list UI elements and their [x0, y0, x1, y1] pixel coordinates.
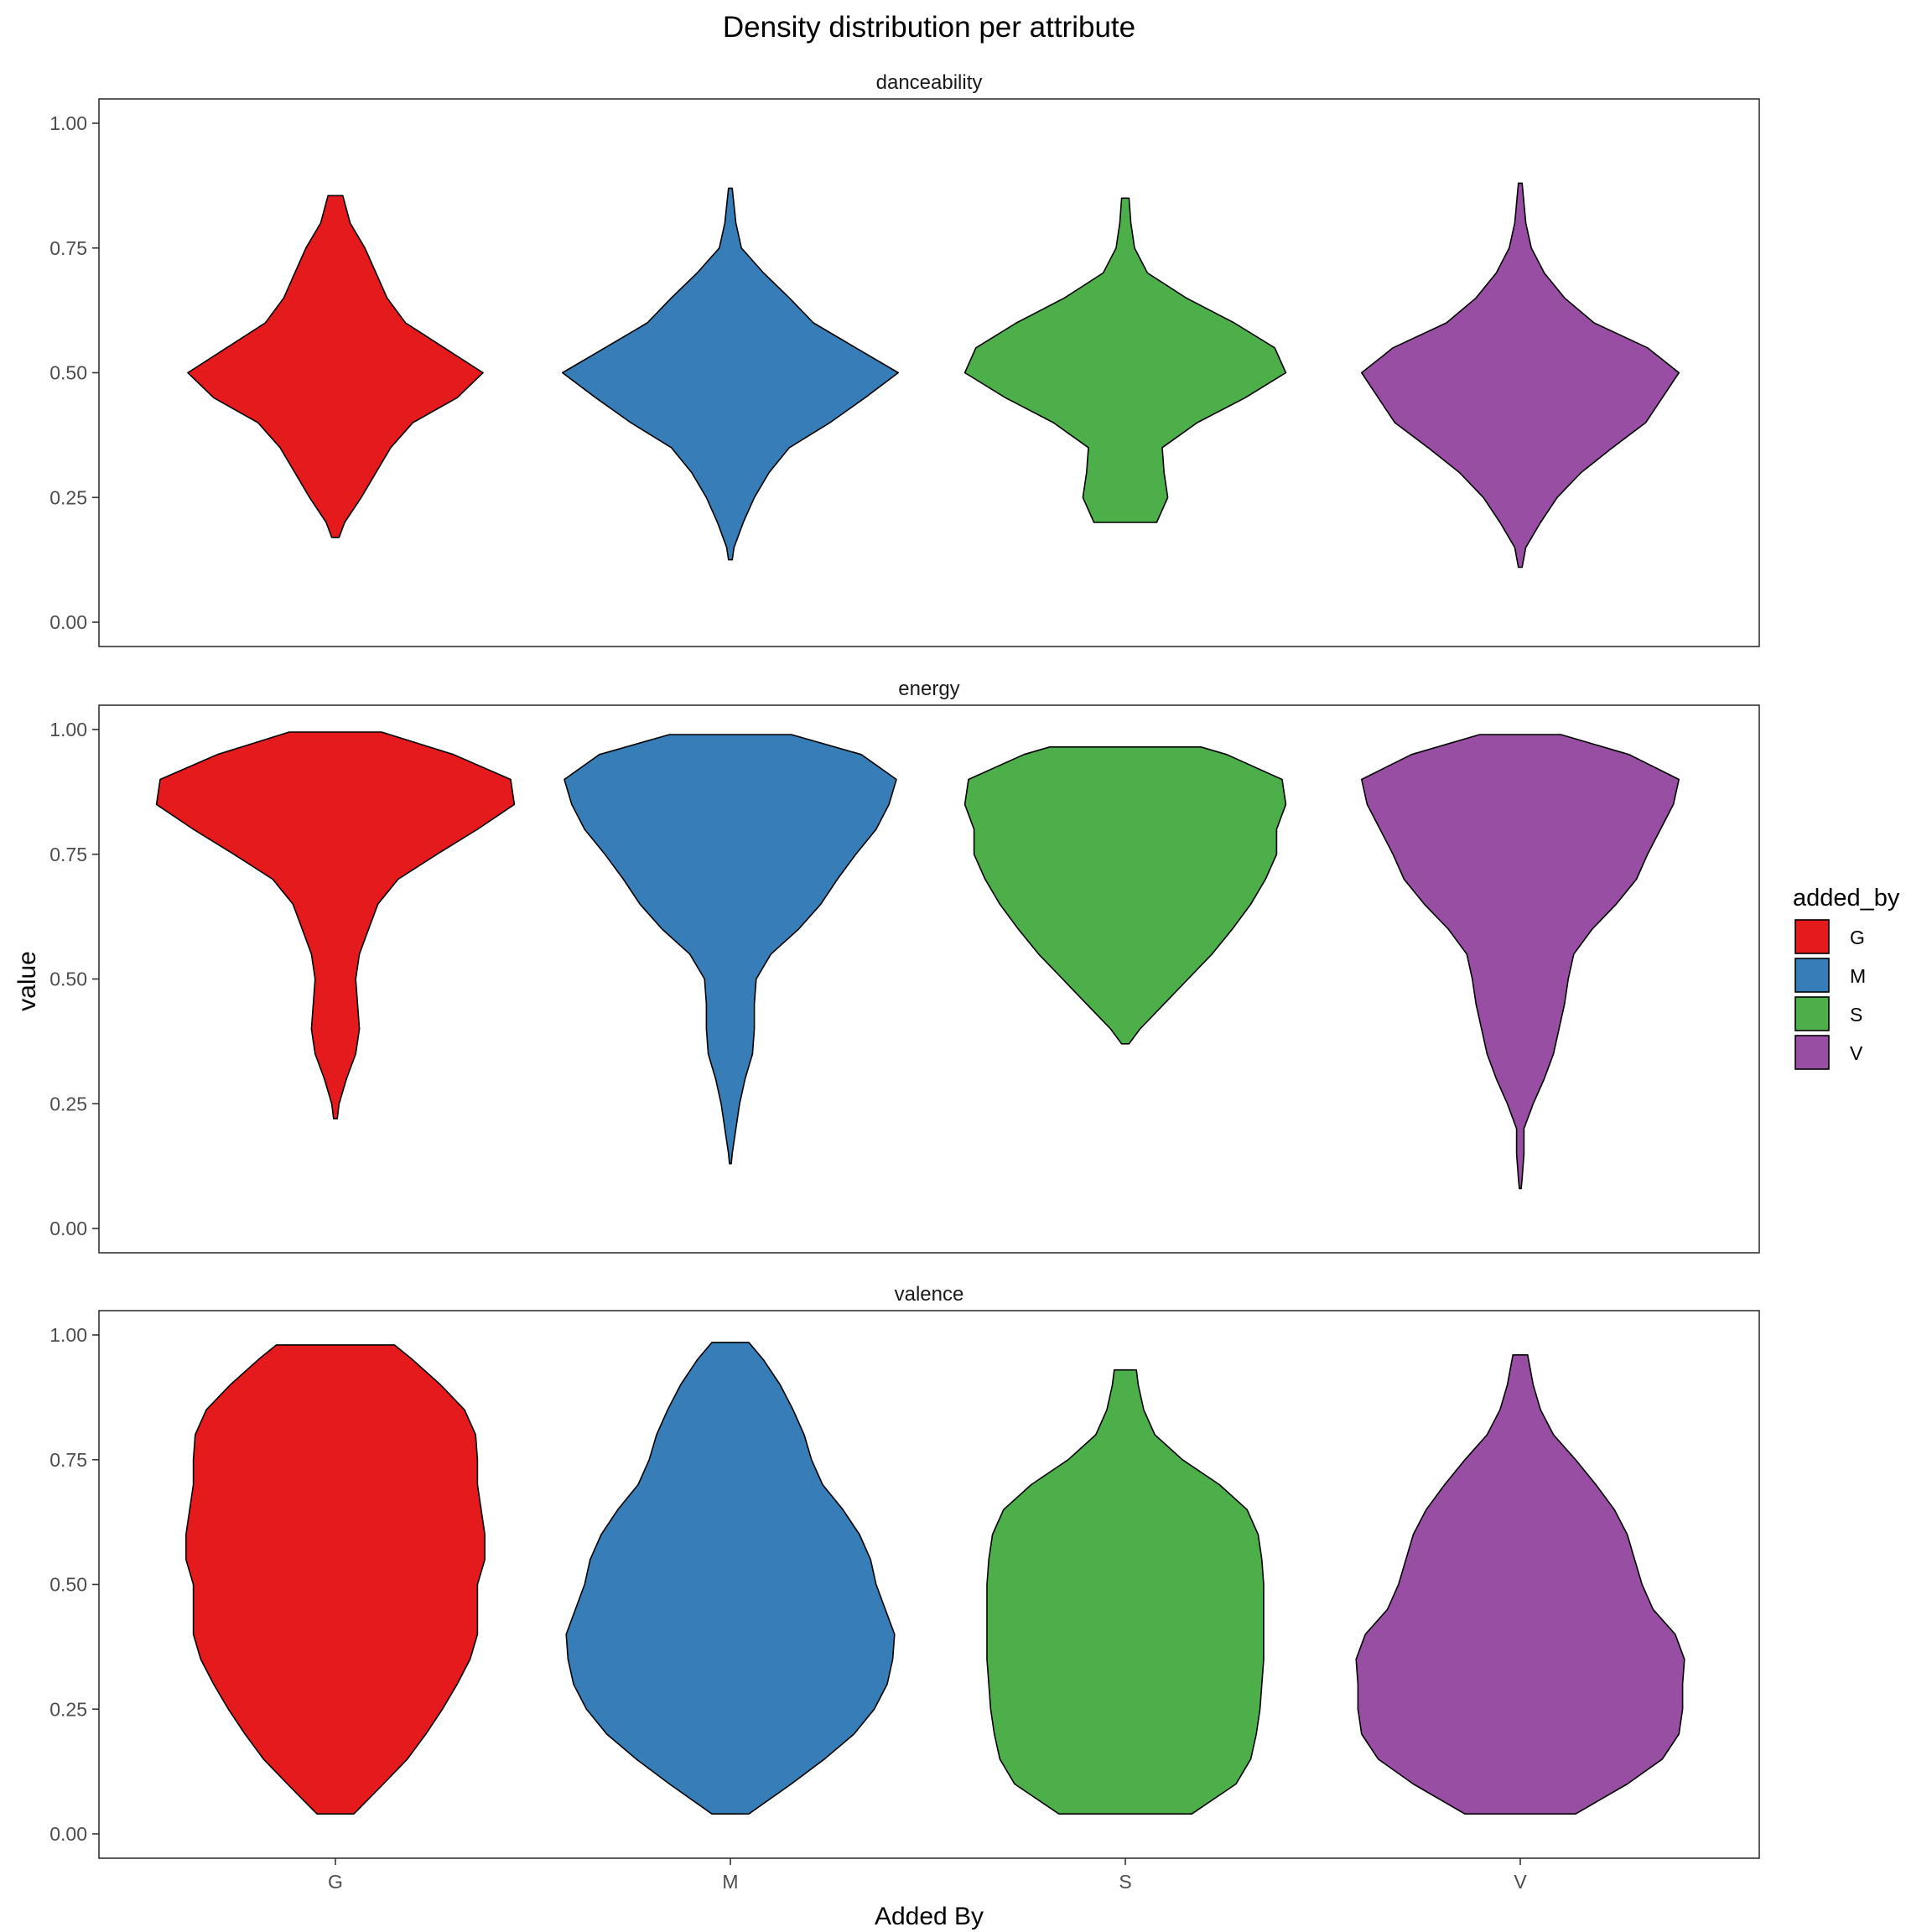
panel-energy: energy 0.00 0.25 0.50 0.75 1.00	[49, 678, 1760, 1254]
violin-S	[986, 1368, 1265, 1815]
legend-label-G: G	[1850, 927, 1865, 948]
panel-valence: valence 0.00 0.25 0.50 0.75 1.00	[49, 1283, 1760, 1859]
y-tick-label: 1.00	[49, 112, 87, 134]
legend-key-S	[1794, 996, 1830, 1031]
x-tick-label: S	[1119, 1871, 1131, 1893]
y-tick-label: 0.00	[49, 1218, 87, 1239]
y-tick-label: 0.00	[49, 611, 87, 633]
y-tick-label: 0.50	[49, 969, 87, 990]
violin-V	[1361, 734, 1680, 1190]
violin-G	[155, 731, 516, 1119]
y-tick-label: 0.00	[49, 1823, 87, 1845]
violin-M	[562, 187, 899, 561]
y-tick-label: 0.50	[49, 1574, 87, 1596]
violin-M	[565, 1342, 896, 1815]
violin-V	[1361, 182, 1680, 569]
violin-V	[1355, 1354, 1685, 1815]
x-tick-label: M	[722, 1871, 738, 1893]
facet-panels: danceability 0.00 0.25 0.50 0.75 1.00 energy 0.…	[49, 71, 1760, 1859]
x-tick-label: V	[1514, 1871, 1527, 1893]
panel-danceability: danceability 0.00 0.25 0.50 0.75 1.00	[49, 71, 1760, 647]
y-tick-label: 0.75	[49, 844, 87, 865]
panel-strip-label: danceability	[876, 71, 983, 94]
y-tick-label: 0.75	[49, 237, 87, 259]
violin-M	[564, 734, 897, 1165]
panel-strip-label: energy	[898, 678, 959, 700]
y-tick-label: 0.50	[49, 362, 87, 384]
legend-label-V: V	[1850, 1042, 1863, 1064]
legend-key-G	[1794, 919, 1830, 954]
y-tick-label: 1.00	[49, 719, 87, 740]
chart-title: Density distribution per attribute	[723, 11, 1135, 44]
y-tick-label: 0.25	[49, 1698, 87, 1720]
panel-strip-label: valence	[895, 1283, 964, 1306]
violin-G	[187, 195, 484, 538]
violin-G	[185, 1344, 486, 1815]
legend-label-S: S	[1850, 1004, 1862, 1026]
y-tick-label: 0.25	[49, 486, 87, 508]
x-axis-title: Added By	[875, 1903, 984, 1930]
legend-label-M: M	[1850, 965, 1866, 987]
y-axis-title: value	[13, 951, 41, 1011]
legend-key-V	[1794, 1035, 1830, 1070]
legend-key-M	[1794, 958, 1830, 993]
x-tick-label: G	[328, 1871, 343, 1893]
legend-title: added_by	[1793, 885, 1900, 911]
violin-S	[963, 746, 1287, 1045]
y-tick-label: 0.25	[49, 1093, 87, 1114]
y-tick-label: 1.00	[49, 1324, 87, 1346]
violin-S	[963, 197, 1287, 523]
y-tick-label: 0.75	[49, 1449, 87, 1471]
